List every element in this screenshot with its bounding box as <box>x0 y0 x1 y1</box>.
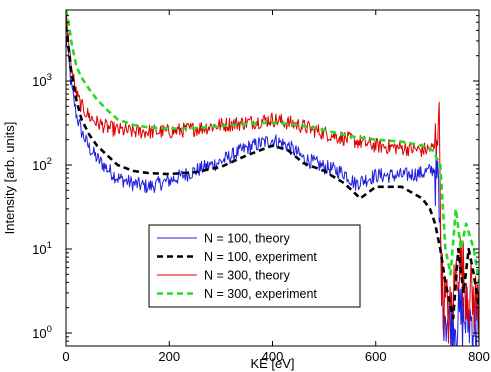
series-line <box>66 10 479 283</box>
legend-label: N = 300, theory <box>204 269 291 283</box>
legend-label: N = 100, theory <box>204 232 291 246</box>
legend-label: N = 100, experiment <box>204 250 317 264</box>
y-axis-label: Intensity [arb. units] <box>2 122 17 235</box>
y-tick-label: 103 <box>32 72 52 89</box>
legend-box <box>148 224 361 308</box>
legend: N = 100, theory N = 100, experiment N = 30… <box>148 224 361 308</box>
legend-label: N = 300, experiment <box>204 287 317 301</box>
x-tick-label: 200 <box>158 349 180 364</box>
x-tick-label: 0 <box>62 349 69 364</box>
x-tick-label: 400 <box>262 349 284 364</box>
x-tick-label: 600 <box>365 349 387 364</box>
x-tick-label: 800 <box>468 349 490 364</box>
tick-layer: 0 200 400 600 800 100 101 102 103 <box>32 9 490 364</box>
series-line <box>66 32 479 346</box>
series-line <box>66 25 479 320</box>
y-tick-label: 102 <box>32 156 52 173</box>
series-layer <box>66 10 479 346</box>
x-axis-label: KE [eV] <box>250 356 294 371</box>
y-tick-label: 101 <box>32 240 52 257</box>
y-tick-label: 100 <box>32 324 52 341</box>
